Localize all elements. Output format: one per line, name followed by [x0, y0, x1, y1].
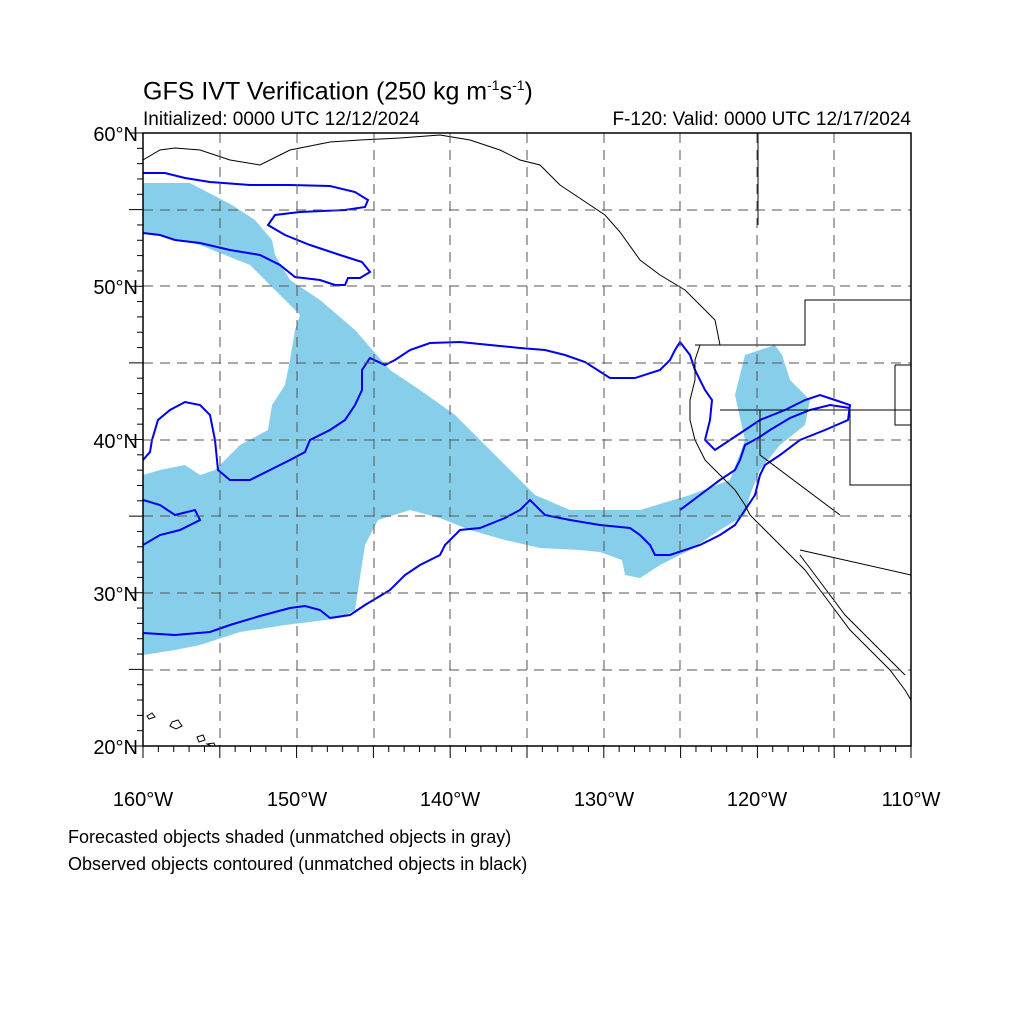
lat-label-60: 60°N [93, 124, 138, 146]
lat-label-40: 40°N [93, 431, 138, 453]
legend-footnote: Forecasted objects shaded (unmatched obj… [68, 824, 527, 878]
observed-contour-ar [143, 340, 852, 637]
lon-label-160w: 160°W [113, 789, 173, 811]
chart-title: GFS IVT Verification (250 kg m-1s-1) [143, 77, 533, 106]
lat-label-20: 20°N [93, 737, 138, 759]
grid-lines [143, 133, 911, 746]
coastline-alaska-bc [143, 134, 721, 346]
valid-label: F-120: Valid: 0000 UTC 12/17/2024 [612, 109, 911, 130]
coastline-baja [799, 554, 906, 676]
coastline-us-west [689, 344, 911, 701]
lon-label-140w: 140°W [420, 789, 480, 811]
axis-ticks [129, 132, 912, 758]
initialized-label: Initialized: 0000 UTC 12/12/2024 [143, 109, 420, 130]
lat-label-50: 50°N [93, 277, 138, 299]
lon-label-120w: 120°W [727, 789, 787, 811]
lon-label-150w: 150°W [267, 789, 327, 811]
border-states [695, 133, 911, 576]
lon-label-110w: 110°W [882, 789, 941, 811]
footnote-forecast: Forecasted objects shaded (unmatched obj… [68, 827, 512, 847]
observed-contour-coast [679, 403, 851, 511]
lon-axis: 160°W 150°W 140°W 130°W 120°W 110°W [113, 789, 941, 811]
title-block: GFS IVT Verification (250 kg m-1s-1) [143, 70, 943, 106]
hawaii-islands [146, 712, 216, 746]
observed-contour-west [143, 499, 202, 546]
lat-axis: 60°N 50°N 40°N 30°N 20°N [93, 124, 138, 759]
lon-label-130w: 130°W [574, 789, 634, 811]
lat-label-30: 30°N [93, 584, 138, 606]
footnote-observed: Observed objects contoured (unmatched ob… [68, 854, 528, 874]
